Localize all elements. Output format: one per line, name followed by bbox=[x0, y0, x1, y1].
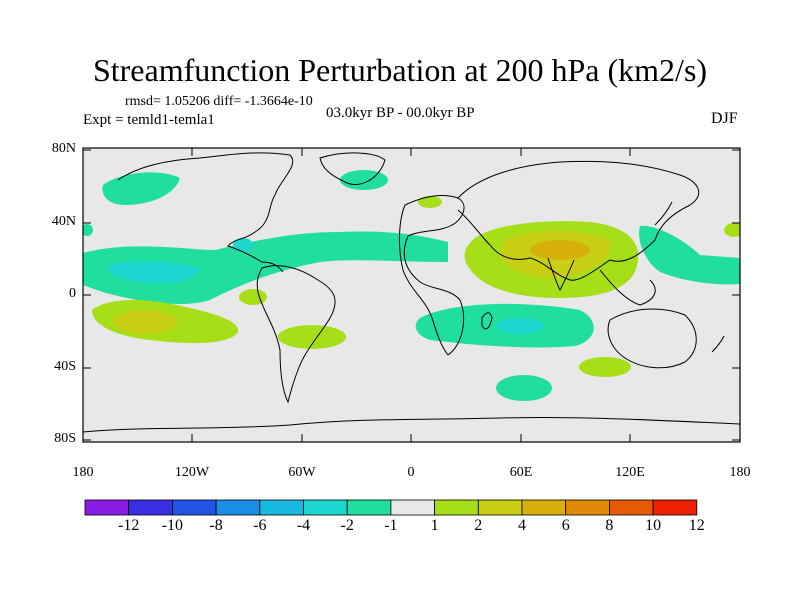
lon-label-180e: 180 bbox=[729, 465, 751, 480]
coast-new-zealand bbox=[711, 335, 725, 353]
lon-label-120w: 120W bbox=[174, 465, 210, 480]
coast-south-america bbox=[256, 265, 336, 404]
negative-dateline-west bbox=[83, 224, 93, 236]
colorbar-label: 4 bbox=[518, 517, 526, 534]
positive-east-pacific bbox=[239, 289, 267, 305]
coast-india bbox=[547, 257, 575, 292]
stats-text: rmsd= 1.05206 diff= -1.3664e-10 bbox=[125, 94, 313, 109]
colorbar-label: 2 bbox=[474, 517, 483, 534]
negative-southern-ocean bbox=[496, 375, 552, 401]
lon-label-180w: 180 bbox=[72, 465, 94, 480]
colorbar-box bbox=[84, 499, 130, 516]
positive-south-indian-east bbox=[579, 357, 631, 377]
lon-label-0: 0 bbox=[407, 465, 415, 480]
lon-label-120e: 120E bbox=[615, 465, 645, 480]
coast-antarctica bbox=[83, 416, 740, 433]
lat-label-80s: 80S bbox=[54, 431, 76, 446]
negative-west-pacific bbox=[639, 225, 740, 285]
lat-label-80n: 80N bbox=[51, 141, 76, 156]
colorbar-box bbox=[390, 499, 435, 516]
positive-south-pacific-core bbox=[113, 310, 177, 334]
colorbar-box bbox=[565, 499, 610, 516]
positive-europe bbox=[418, 196, 442, 208]
lon-ticks bbox=[82, 148, 741, 442]
colorbar-label: -1 bbox=[384, 517, 398, 534]
season-label: DJF bbox=[711, 110, 738, 127]
colorbar-label: 1 bbox=[430, 517, 439, 534]
lat-label-40s: 40S bbox=[54, 359, 76, 374]
coast-japan bbox=[654, 201, 673, 226]
coast-asia bbox=[457, 160, 700, 281]
colorbar-box bbox=[346, 499, 392, 516]
coast-se-asia bbox=[599, 269, 656, 306]
colorbar-label: -4 bbox=[296, 517, 311, 534]
colorbar-box bbox=[521, 499, 567, 516]
negative-band-tropics bbox=[83, 231, 448, 305]
experiment-label: Expt = temld1-temla1 bbox=[83, 112, 215, 128]
colorbar-label: 12 bbox=[688, 517, 705, 534]
colorbar-box bbox=[652, 499, 698, 516]
colorbar-label: -12 bbox=[118, 517, 140, 534]
map-title: Streamfunction Perturbation at 200 hPa (… bbox=[92, 52, 708, 88]
colorbar-label: -8 bbox=[209, 517, 223, 534]
coast-madagascar bbox=[481, 312, 493, 330]
lon-label-60w: 60W bbox=[288, 465, 316, 480]
negative-core-south-indian bbox=[496, 318, 544, 334]
negative-dateline-east bbox=[724, 223, 740, 237]
colorbar-label: 10 bbox=[645, 517, 662, 534]
colorbar-label: 8 bbox=[605, 517, 614, 534]
coast-greenland bbox=[319, 152, 386, 185]
lat-label-0: 0 bbox=[69, 286, 76, 301]
positive-south-atlantic bbox=[278, 325, 346, 349]
negative-ne-pacific bbox=[102, 172, 180, 205]
colorbar-box bbox=[477, 499, 523, 516]
coast-australia bbox=[607, 308, 697, 369]
colorbar-box bbox=[434, 499, 479, 516]
colorbar-box bbox=[171, 499, 217, 516]
negative-core-pacific bbox=[108, 261, 200, 284]
lat-ticks bbox=[83, 149, 740, 441]
colorbar-box bbox=[128, 499, 173, 516]
colorbar bbox=[84, 499, 698, 516]
colorbar-label: -6 bbox=[253, 517, 267, 534]
lat-label-40n: 40N bbox=[51, 214, 76, 229]
colorbar-box bbox=[215, 499, 261, 516]
colorbar-label: -2 bbox=[340, 517, 354, 534]
period-label: 03.0kyr BP - 00.0kyr BP bbox=[326, 105, 475, 121]
colorbar-box bbox=[259, 499, 304, 516]
colorbar-box bbox=[303, 499, 348, 516]
coastlines bbox=[83, 152, 740, 433]
colorbar-label: 6 bbox=[561, 517, 570, 534]
negative-core-gulf bbox=[233, 238, 253, 252]
perturbation-fields bbox=[83, 170, 740, 401]
negative-north-atlantic bbox=[340, 170, 388, 190]
colorbar-label: -10 bbox=[161, 517, 184, 534]
positive-asia-max bbox=[530, 240, 590, 260]
colorbar-box bbox=[609, 499, 654, 516]
lon-label-60e: 60E bbox=[509, 465, 533, 480]
coast-north-america bbox=[117, 152, 294, 273]
coast-europe-africa bbox=[398, 195, 465, 356]
